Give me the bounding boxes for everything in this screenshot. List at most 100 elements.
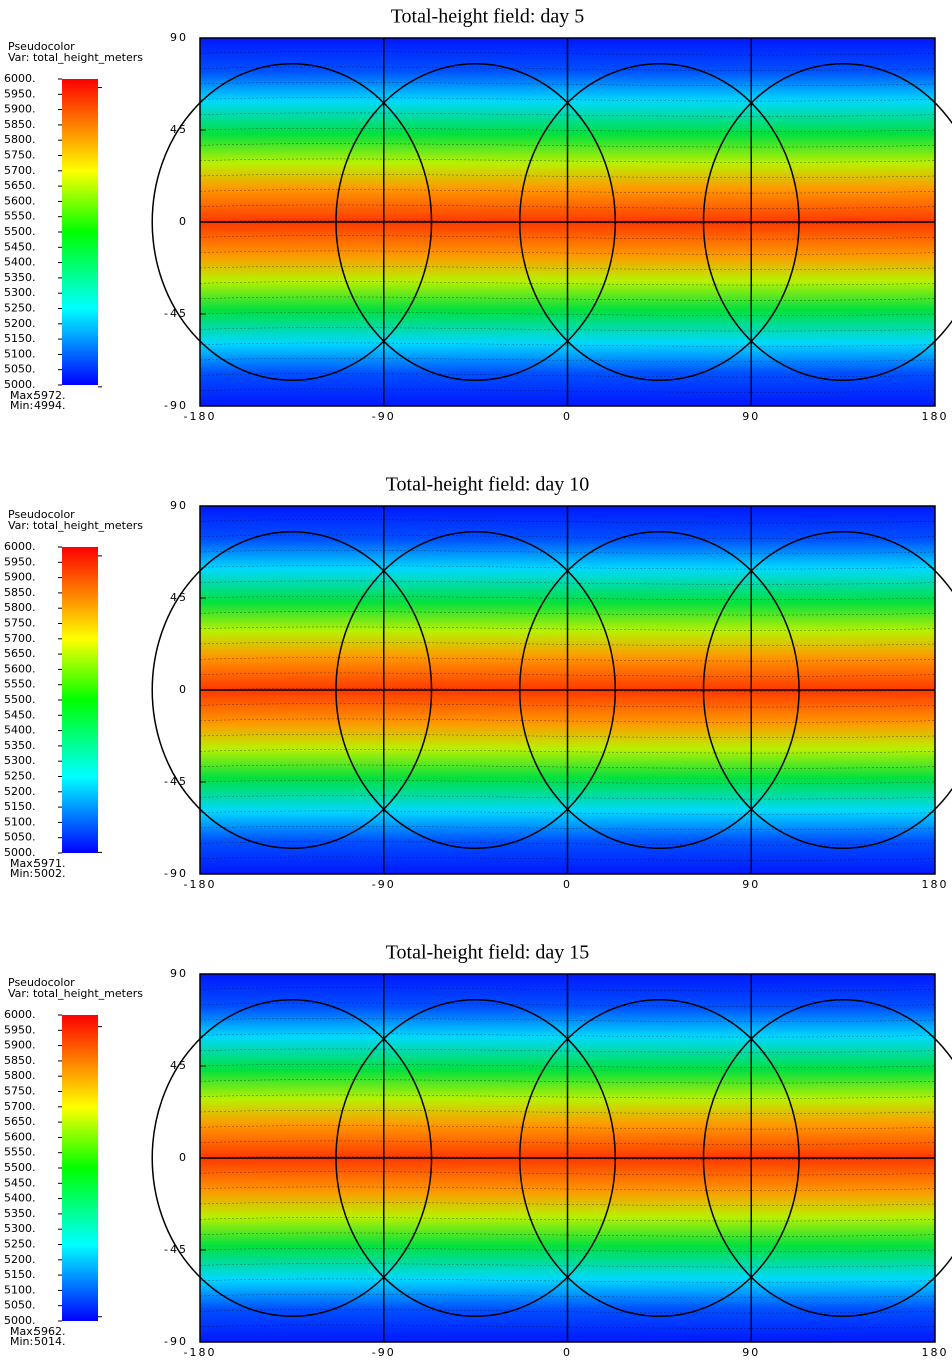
contour (199, 672, 936, 677)
y-tick-label: -45 (164, 307, 188, 320)
contour (199, 795, 936, 800)
contour (199, 1156, 936, 1160)
colorbar-tick-label: 5150. (4, 1268, 36, 1281)
colorbar-tick-label: 5350. (4, 739, 36, 752)
contour (199, 1263, 936, 1268)
panel-edge (702, 531, 952, 849)
max-title: Max: (10, 1325, 36, 1338)
min-title: Min: (10, 1335, 33, 1348)
max-value: 5962. (34, 1325, 66, 1338)
colorbar-tick-label: 5450. (4, 240, 36, 253)
colorbar-tick-label: 5000. (4, 378, 36, 391)
colorbar-tick-label: 5950. (4, 555, 36, 568)
contour (199, 1202, 936, 1206)
panel-edge (335, 63, 617, 381)
colorbar-tick-label: 5400. (4, 256, 36, 269)
x-tick-label: -90 (372, 1346, 396, 1359)
colorbar-tick-label: 5450. (4, 1176, 36, 1189)
colorbar (62, 1015, 98, 1321)
colorbar-tick-label: 5300. (4, 286, 36, 299)
contour (199, 373, 936, 378)
contour (199, 189, 936, 194)
contour (199, 1309, 936, 1314)
x-tick-label: -180 (184, 1346, 217, 1359)
contour (199, 143, 936, 148)
panel-edge (702, 63, 952, 381)
contour (199, 1079, 936, 1084)
panel-edge (151, 531, 433, 849)
contour (199, 1171, 936, 1176)
colorbar-tick-label: 5700. (4, 1100, 36, 1113)
colorbar-tick-label: 5750. (4, 617, 36, 630)
contour (199, 596, 936, 600)
x-tick-label: -180 (184, 878, 217, 891)
colorbar-tick-label: 5850. (4, 1054, 36, 1067)
colorbar-tick-label: 5950. (4, 1023, 36, 1036)
colorbar-tick-label: 5900. (4, 571, 36, 584)
colorbar-tick-label: 5900. (4, 103, 36, 116)
contour (199, 250, 936, 255)
contour (199, 1232, 936, 1237)
x-tick-label: -180 (184, 410, 217, 423)
contour (199, 1248, 936, 1252)
contour (199, 987, 936, 992)
colorbar-tick-label: 5600. (4, 662, 36, 675)
max-title: Max: (10, 857, 36, 870)
panel-edge (518, 999, 800, 1317)
panel-edge (518, 63, 800, 381)
colorbar-tick-label: 5850. (4, 118, 36, 131)
colorbar (62, 79, 98, 385)
x-tick-label: 0 (563, 878, 572, 891)
contour (199, 388, 936, 393)
contour (199, 611, 936, 616)
colorbar-tick-label: 5950. (4, 87, 36, 100)
contour (199, 1140, 936, 1145)
contour (199, 312, 936, 316)
contour (199, 749, 936, 754)
panel-edge (335, 999, 617, 1317)
y-tick-label: 0 (179, 683, 188, 696)
y-tick-label: 0 (179, 1151, 188, 1164)
colorbar-tick-label: 5250. (4, 302, 36, 315)
colorbar-tick-label: 5100. (4, 347, 36, 360)
colorbar-tick-label: 5750. (4, 1085, 36, 1098)
contour (199, 534, 936, 539)
y-tick-label: 90 (170, 31, 188, 44)
colorbar-tick-label: 5250. (4, 770, 36, 783)
colorbar-tick-label: 5050. (4, 1299, 36, 1312)
contour (199, 358, 936, 362)
colorbar-tick-label: 5500. (4, 693, 36, 706)
colorbar-tick-label: 6000. (4, 1008, 36, 1021)
y-tick-label: -90 (164, 1335, 188, 1348)
contour (199, 780, 936, 784)
legend-title: Pseudocolor (8, 40, 75, 53)
contour (199, 1278, 936, 1283)
contour (199, 1125, 936, 1130)
colorbar-tick-label: 5700. (4, 632, 36, 645)
legend-title: Pseudocolor (8, 508, 75, 521)
x-tick-label: 90 (742, 878, 760, 891)
contour (199, 841, 936, 846)
x-tick-label: 0 (563, 1346, 572, 1359)
contour (199, 1294, 936, 1298)
min-value: 5014. (34, 1335, 66, 1348)
contour (199, 1094, 936, 1099)
colorbar-tick-label: 6000. (4, 72, 36, 85)
colorbar-tick-label: 5650. (4, 647, 36, 660)
contour (199, 1018, 936, 1022)
colorbar-tick-label: 5300. (4, 754, 36, 767)
contour (199, 128, 936, 132)
chart-title: Total-height field: day 10 (386, 474, 590, 496)
contour (199, 550, 936, 554)
contour (199, 1064, 936, 1068)
colorbar-tick-label: 5200. (4, 785, 36, 798)
x-tick-label: 0 (563, 410, 572, 423)
contour (199, 235, 936, 240)
contour (199, 82, 936, 86)
min-title: Min: (10, 867, 33, 880)
colorbar-tick-label: 5600. (4, 194, 36, 207)
y-tick-label: -90 (164, 867, 188, 880)
colorbar-tick-label: 5400. (4, 1192, 36, 1205)
colorbar-tick-label: 5850. (4, 586, 36, 599)
y-tick-label: 45 (170, 1059, 188, 1072)
